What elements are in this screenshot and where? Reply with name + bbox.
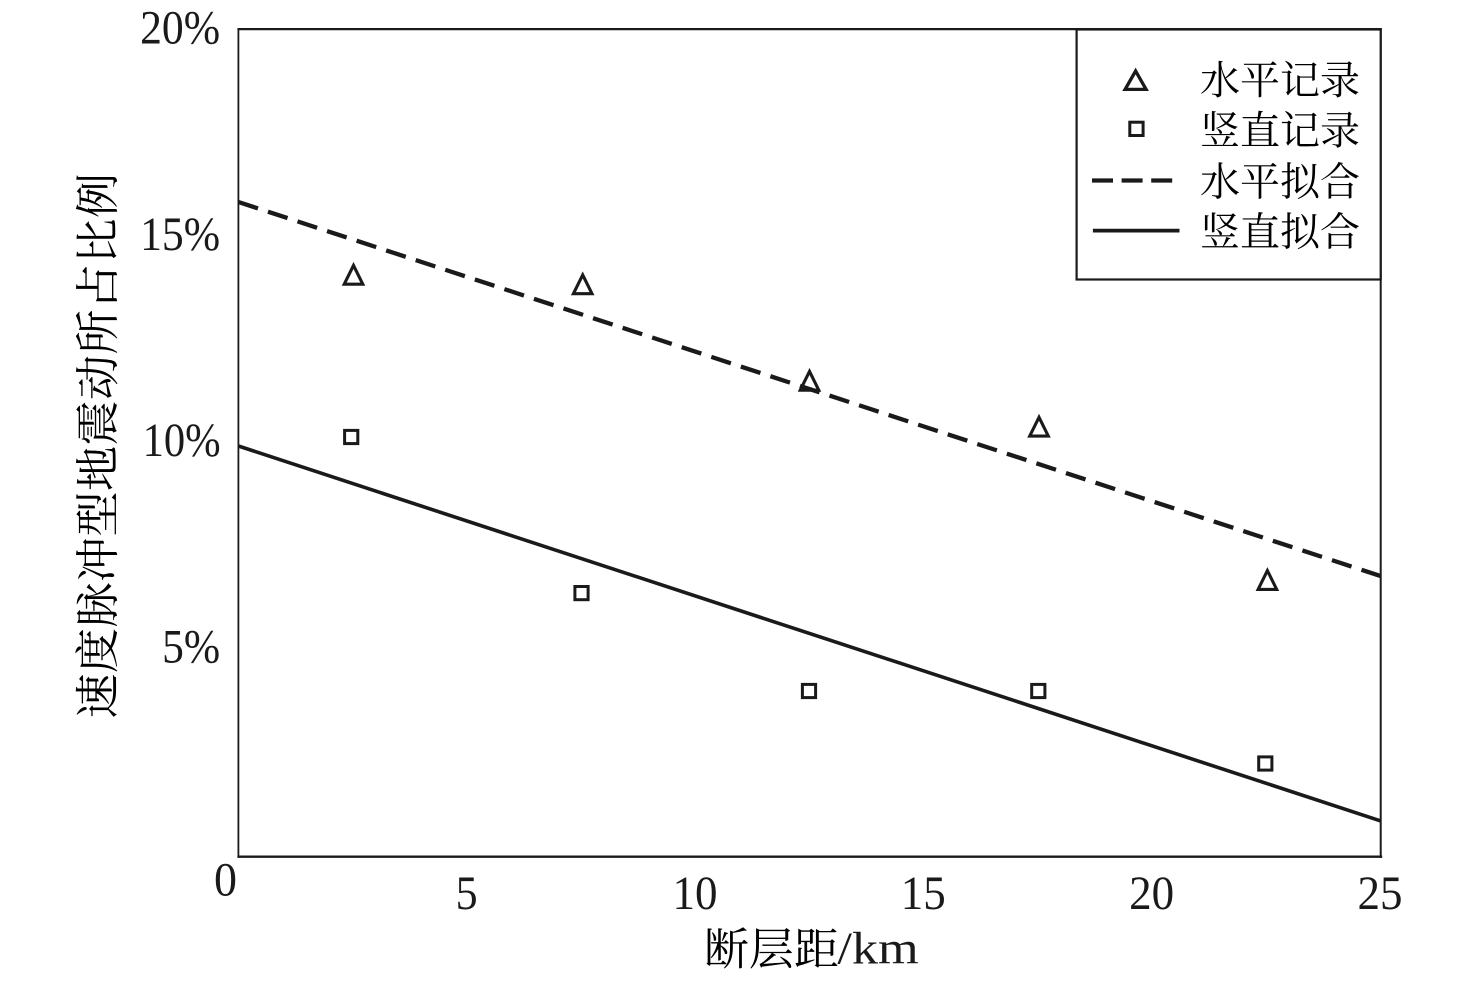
svg-text:/km: /km — [837, 923, 918, 974]
svg-text:15%: 15% — [140, 208, 220, 261]
svg-text:15: 15 — [901, 867, 946, 920]
svg-text:10%: 10% — [143, 414, 221, 467]
svg-text:25: 25 — [1358, 867, 1403, 920]
svg-text:0: 0 — [214, 854, 237, 907]
svg-text:5: 5 — [456, 867, 478, 920]
svg-text:20%: 20% — [140, 1, 220, 54]
svg-text:20: 20 — [1129, 867, 1174, 920]
svg-text:5%: 5% — [162, 621, 220, 674]
svg-text:10: 10 — [673, 867, 718, 920]
